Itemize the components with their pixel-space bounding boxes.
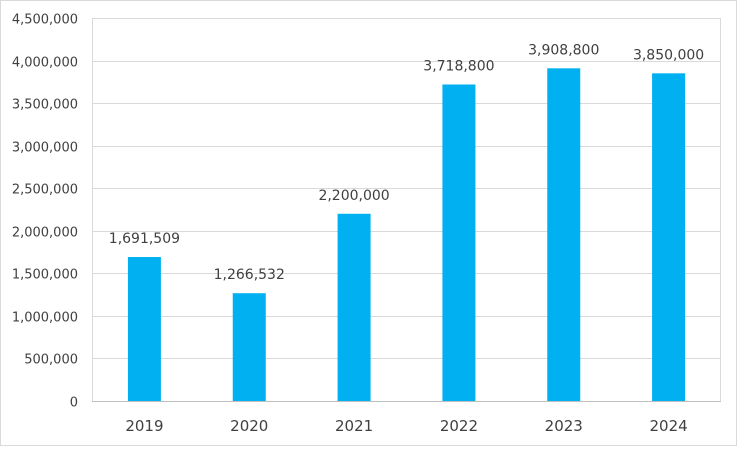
bar-2022 [442, 84, 476, 401]
data-label-2019: 1,691,509 [109, 231, 180, 247]
y-tick-label: 0 [70, 396, 78, 411]
x-tick-label-2021: 2021 [335, 417, 373, 435]
bar-2023 [547, 68, 581, 401]
x-tick-label-2020: 2020 [230, 417, 268, 435]
bar-2024 [652, 73, 686, 402]
y-tick-label: 500,000 [24, 353, 78, 368]
y-tick-label: 3,500,000 [12, 98, 78, 113]
y-tick-label: 1,000,000 [12, 311, 78, 326]
y-tick-label: 4,500,000 [12, 13, 78, 28]
x-tick-label-2024: 2024 [649, 417, 687, 435]
x-tick-label-2023: 2023 [545, 417, 583, 435]
y-tick-label: 3,000,000 [12, 141, 78, 156]
data-label-2020: 1,266,532 [214, 267, 285, 283]
data-label-2024: 3,850,000 [633, 47, 704, 63]
x-tick-label-2022: 2022 [440, 417, 478, 435]
x-tick-label-2019: 2019 [125, 417, 163, 435]
bar-2020 [232, 293, 266, 401]
y-tick-label: 4,000,000 [12, 56, 78, 71]
y-tick-label: 1,500,000 [12, 268, 78, 283]
y-tick-label: 2,000,000 [12, 226, 78, 241]
bars [127, 68, 686, 402]
x-axis-tick-labels: 2019 2020 2021 2022 2023 2024 [125, 417, 687, 435]
data-label-2022: 3,718,800 [423, 58, 494, 74]
bar-2021 [337, 213, 371, 401]
data-labels: 1,691,509 1,266,532 2,200,000 3,718,800 3,90… [109, 42, 704, 283]
y-tick-label: 2,500,000 [12, 183, 78, 198]
bar-2019 [127, 257, 161, 401]
y-axis-tick-labels: 0 500,000 1,000,000 1,500,000 2,000,000 2,500… [12, 13, 78, 411]
gridlines [92, 18, 721, 402]
data-label-2021: 2,200,000 [318, 188, 389, 204]
data-label-2023: 3,908,800 [528, 42, 599, 58]
